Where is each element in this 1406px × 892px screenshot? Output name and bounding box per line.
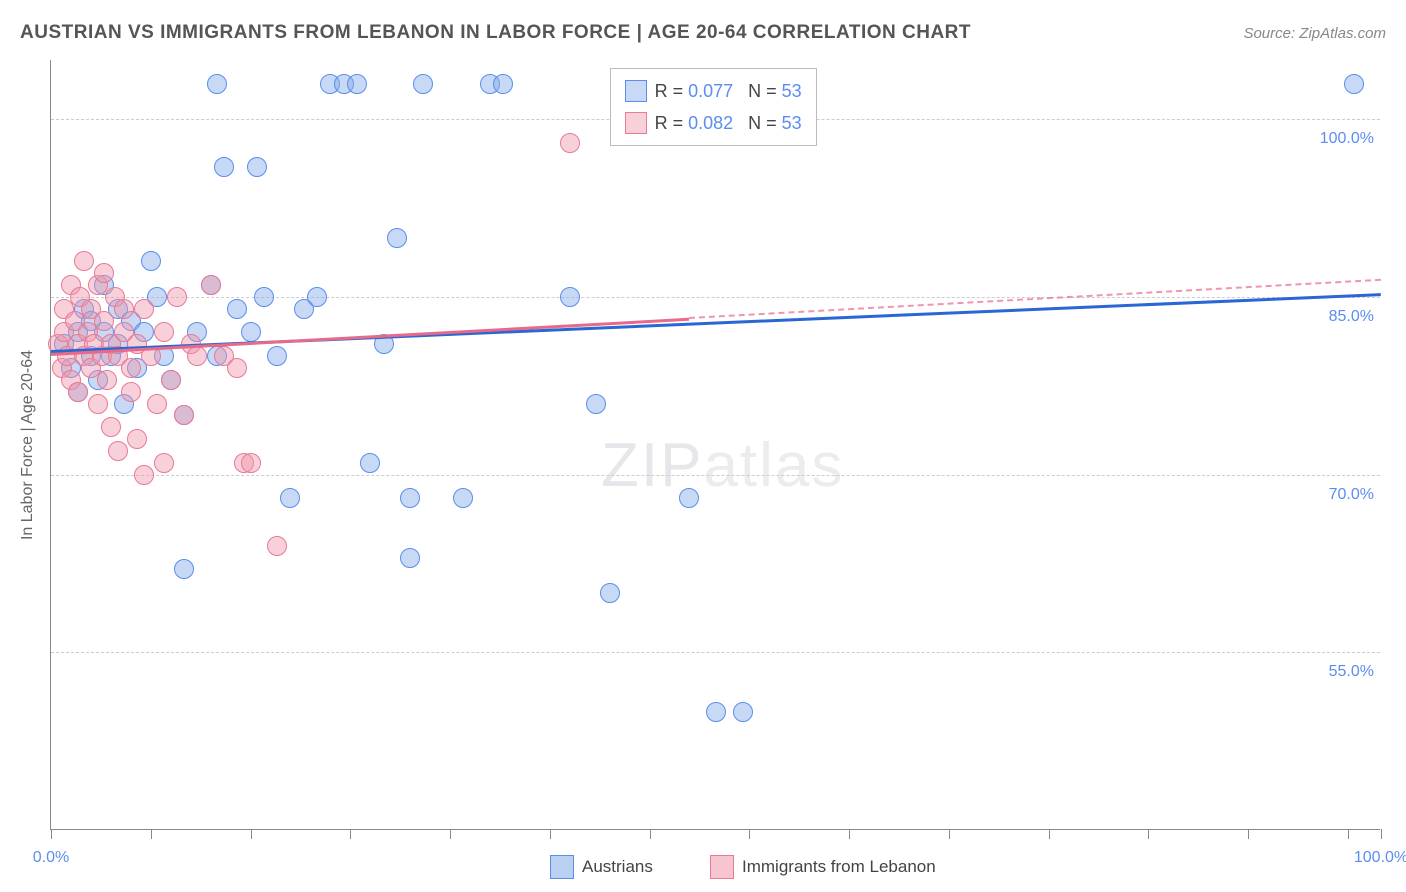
data-point bbox=[387, 228, 407, 248]
data-point bbox=[280, 488, 300, 508]
data-point bbox=[127, 429, 147, 449]
data-point bbox=[493, 74, 513, 94]
y-tick-label: 85.0% bbox=[1314, 308, 1374, 326]
x-tick bbox=[949, 829, 950, 839]
legend-swatch-pink bbox=[710, 855, 734, 879]
x-tick bbox=[1248, 829, 1249, 839]
legend-r-text: R = 0.077 N = 53 bbox=[655, 75, 802, 107]
data-point bbox=[1344, 74, 1364, 94]
data-point bbox=[600, 583, 620, 603]
gridline-h bbox=[51, 297, 1380, 298]
data-point bbox=[88, 394, 108, 414]
source-label: Source: ZipAtlas.com bbox=[1243, 25, 1386, 42]
legend-label-lebanon: Immigrants from Lebanon bbox=[742, 857, 936, 877]
gridline-h bbox=[51, 475, 1380, 476]
x-tick-label: 100.0% bbox=[1354, 849, 1406, 867]
data-point bbox=[134, 299, 154, 319]
legend-swatch-blue bbox=[550, 855, 574, 879]
data-point bbox=[267, 536, 287, 556]
x-tick bbox=[1381, 829, 1382, 839]
data-point bbox=[307, 287, 327, 307]
data-point bbox=[560, 133, 580, 153]
legend-bottom-austrians: Austrians bbox=[550, 855, 653, 879]
data-point bbox=[101, 417, 121, 437]
data-point bbox=[360, 453, 380, 473]
data-point bbox=[147, 394, 167, 414]
legend-row: R = 0.082 N = 53 bbox=[625, 107, 802, 139]
x-tick bbox=[350, 829, 351, 839]
data-point bbox=[733, 702, 753, 722]
watermark-atlas: atlas bbox=[703, 431, 844, 500]
data-point bbox=[154, 322, 174, 342]
data-point bbox=[74, 251, 94, 271]
y-tick-label: 55.0% bbox=[1314, 663, 1374, 681]
data-point bbox=[679, 488, 699, 508]
x-tick-label: 0.0% bbox=[33, 849, 69, 867]
data-point bbox=[108, 441, 128, 461]
data-point bbox=[214, 157, 234, 177]
y-tick-label: 100.0% bbox=[1314, 130, 1374, 148]
data-point bbox=[227, 299, 247, 319]
data-point bbox=[161, 370, 181, 390]
x-tick bbox=[51, 829, 52, 839]
x-tick bbox=[1348, 829, 1349, 839]
data-point bbox=[227, 358, 247, 378]
x-tick bbox=[1148, 829, 1149, 839]
data-point bbox=[97, 370, 117, 390]
data-point bbox=[174, 559, 194, 579]
x-tick bbox=[749, 829, 750, 839]
data-point bbox=[400, 488, 420, 508]
data-point bbox=[207, 74, 227, 94]
data-point bbox=[134, 465, 154, 485]
legend-swatch bbox=[625, 112, 647, 134]
legend-bottom-lebanon: Immigrants from Lebanon bbox=[710, 855, 936, 879]
plot-area: ZIPatlas 55.0%70.0%85.0%100.0%0.0%100.0%… bbox=[50, 60, 1380, 830]
x-tick bbox=[550, 829, 551, 839]
data-point bbox=[114, 299, 134, 319]
data-point bbox=[413, 74, 433, 94]
legend-swatch bbox=[625, 80, 647, 102]
data-point bbox=[121, 382, 141, 402]
x-tick bbox=[849, 829, 850, 839]
data-point bbox=[187, 346, 207, 366]
x-tick bbox=[151, 829, 152, 839]
x-tick bbox=[1049, 829, 1050, 839]
data-point bbox=[201, 275, 221, 295]
data-point bbox=[121, 358, 141, 378]
gridline-h bbox=[51, 652, 1380, 653]
legend-label-austrians: Austrians bbox=[582, 857, 653, 877]
data-point bbox=[247, 157, 267, 177]
data-point bbox=[154, 453, 174, 473]
data-point bbox=[68, 382, 88, 402]
y-axis-label: In Labor Force | Age 20-64 bbox=[19, 350, 37, 540]
data-point bbox=[347, 74, 367, 94]
legend-r-text: R = 0.082 N = 53 bbox=[655, 107, 802, 139]
chart-title: AUSTRIAN VS IMMIGRANTS FROM LEBANON IN L… bbox=[20, 22, 971, 44]
x-tick bbox=[650, 829, 651, 839]
watermark: ZIPatlas bbox=[601, 430, 844, 501]
data-point bbox=[267, 346, 287, 366]
data-point bbox=[141, 251, 161, 271]
data-point bbox=[174, 405, 194, 425]
data-point bbox=[254, 287, 274, 307]
data-point bbox=[560, 287, 580, 307]
data-point bbox=[94, 311, 114, 331]
data-point bbox=[706, 702, 726, 722]
data-point bbox=[586, 394, 606, 414]
data-point bbox=[453, 488, 473, 508]
data-point bbox=[94, 263, 114, 283]
data-point bbox=[241, 322, 261, 342]
legend-row: R = 0.077 N = 53 bbox=[625, 75, 802, 107]
y-tick-label: 70.0% bbox=[1314, 486, 1374, 504]
legend-correlation-box: R = 0.077 N = 53 R = 0.082 N = 53 bbox=[610, 68, 817, 147]
x-tick bbox=[450, 829, 451, 839]
x-tick bbox=[251, 829, 252, 839]
data-point bbox=[241, 453, 261, 473]
data-point bbox=[167, 287, 187, 307]
data-point bbox=[400, 548, 420, 568]
